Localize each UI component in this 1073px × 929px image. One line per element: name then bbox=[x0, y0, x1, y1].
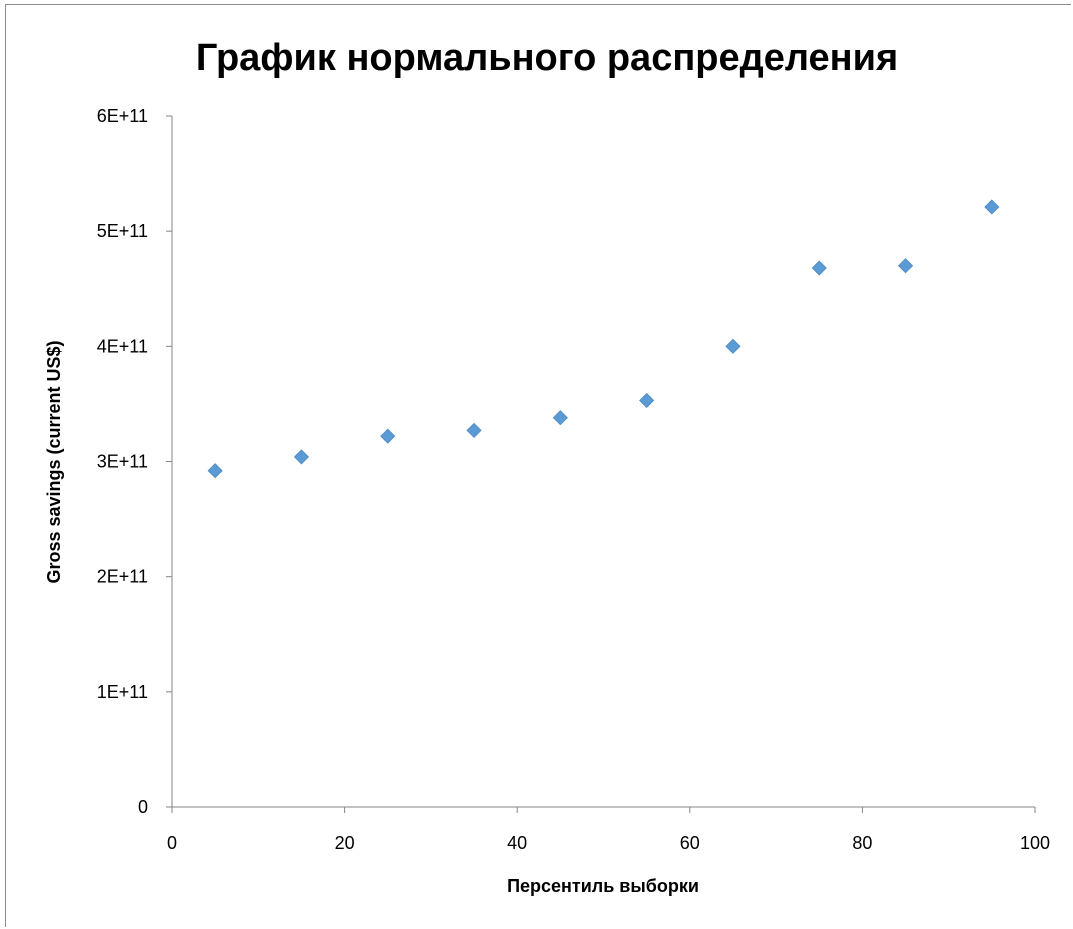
x-tick-label: 0 bbox=[167, 833, 177, 853]
y-tick-label: 0 bbox=[138, 797, 148, 817]
y-tick-label: 6E+11 bbox=[97, 106, 148, 126]
data-point bbox=[897, 258, 914, 274]
x-tick-label: 20 bbox=[335, 833, 355, 853]
data-point bbox=[984, 199, 1000, 215]
data-point bbox=[639, 392, 655, 409]
data-point bbox=[466, 422, 482, 438]
data-points bbox=[207, 199, 1000, 479]
x-tick-label: 60 bbox=[680, 833, 700, 853]
x-tick-label: 80 bbox=[852, 833, 872, 853]
y-tick-label: 5E+11 bbox=[97, 221, 148, 241]
data-point bbox=[293, 449, 310, 465]
x-tick-label: 100 bbox=[1020, 833, 1050, 853]
data-point bbox=[725, 338, 741, 354]
axes: 0 1E+11 2E+11 3E+11 4E+11 5E+11 6E+11 0 20 40 60 80… bbox=[97, 106, 1050, 853]
data-point bbox=[380, 428, 396, 444]
y-axis-title: Gross savings (current US$) bbox=[44, 340, 64, 583]
y-tick-label: 2E+11 bbox=[97, 567, 148, 587]
chart-frame bbox=[5, 4, 1071, 927]
data-point bbox=[207, 463, 223, 479]
y-tick-label: 3E+11 bbox=[97, 452, 148, 472]
data-point bbox=[811, 260, 827, 276]
y-tick-label: 1E+11 bbox=[97, 682, 148, 702]
x-axis-title: Персентиль выборки bbox=[507, 876, 699, 896]
data-point bbox=[552, 410, 568, 426]
chart-title: График нормального распределения bbox=[196, 37, 898, 79]
y-tick-label: 4E+11 bbox=[97, 336, 148, 356]
x-tick-label: 40 bbox=[507, 833, 527, 853]
